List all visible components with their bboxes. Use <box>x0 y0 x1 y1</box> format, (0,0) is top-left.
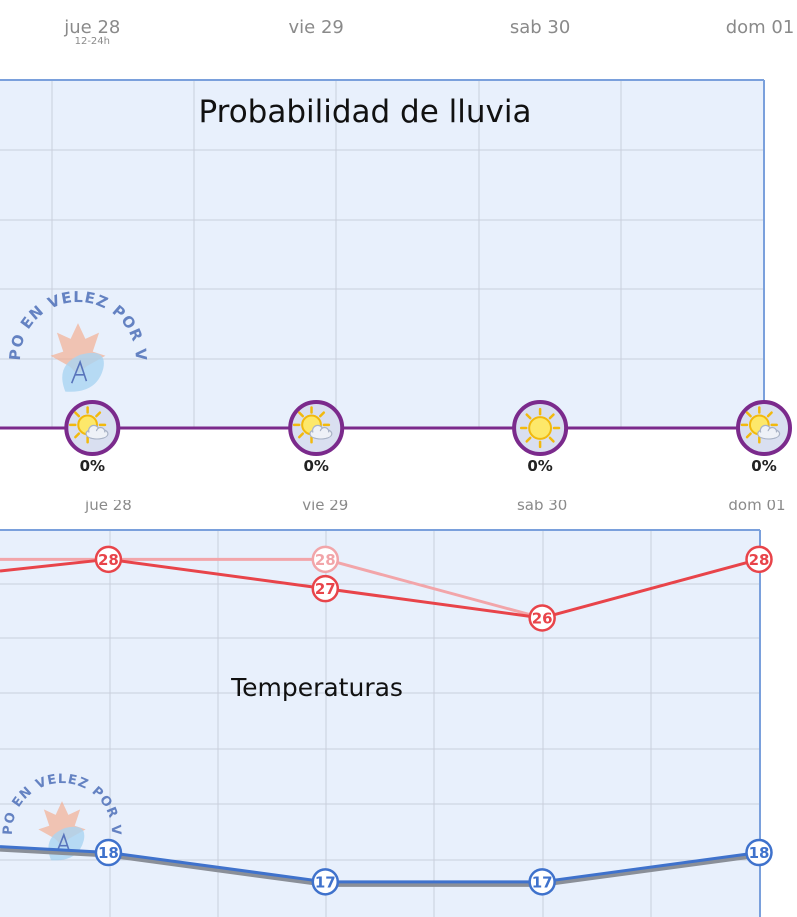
rain-value-label: 0% <box>751 457 776 475</box>
rain-value-label: 0% <box>80 457 105 475</box>
rain-value-label: 0% <box>303 457 328 475</box>
rain-x-tick-label: vie 29 <box>289 17 344 38</box>
temp-chart-title: Temperaturas <box>230 673 403 702</box>
letter-a-mark <box>70 359 88 384</box>
rain-gridlines <box>0 80 764 428</box>
temp-max-faded-value-label: 28 <box>315 551 336 569</box>
temp-min-value-label: 17 <box>532 873 553 891</box>
rain-x-tick-label: dom 01 <box>726 17 795 38</box>
temp-max-value-label: 26 <box>532 609 553 627</box>
rain-x-tick-label: sab 30 <box>510 17 570 38</box>
sun-cloud-icon <box>736 400 792 456</box>
temp-min-value-label: 18 <box>98 844 119 862</box>
temp-min-marker <box>528 868 556 896</box>
temp-max-value-label: 28 <box>749 551 770 569</box>
temp-min-marker <box>745 838 773 867</box>
sun-cloud-icon <box>64 400 121 456</box>
temp-min-value-label: 18 <box>749 844 770 862</box>
temp-x-tick-label: vie 29 <box>302 500 348 514</box>
sun-icon <box>512 400 569 456</box>
temp-min-marker <box>311 868 340 896</box>
temp-x-tick-label: dom 01 <box>728 500 785 514</box>
rain-chart-title: Probabilidad de lluvia <box>198 94 531 130</box>
temp-max-faded-marker <box>311 545 340 574</box>
temp-max-marker <box>528 604 556 632</box>
temp-x-tick-label: jue 28 <box>84 500 132 514</box>
temp-max-marker <box>311 574 340 603</box>
temp-x-tick-label: sab 30 <box>517 500 567 514</box>
letter-a-mark <box>55 832 71 854</box>
temp-min-marker <box>94 838 123 867</box>
temp-max-value-label: 28 <box>98 551 119 569</box>
rain-plot-area <box>0 80 764 428</box>
rain-x-tick-sublabel: 12-24h <box>75 36 110 47</box>
temp-gridlines <box>0 530 760 917</box>
rain-value-label: 0% <box>527 457 552 475</box>
temp-max-marker <box>745 545 773 574</box>
sun-cloud-icon <box>288 400 345 456</box>
temp-max-marker <box>94 545 123 574</box>
rain-x-tick-label: jue 28 <box>63 17 120 38</box>
temp-max-faded-line <box>0 557 543 620</box>
temp-min-value-label: 17 <box>315 873 336 891</box>
temp-max-value-label: 27 <box>315 580 336 598</box>
